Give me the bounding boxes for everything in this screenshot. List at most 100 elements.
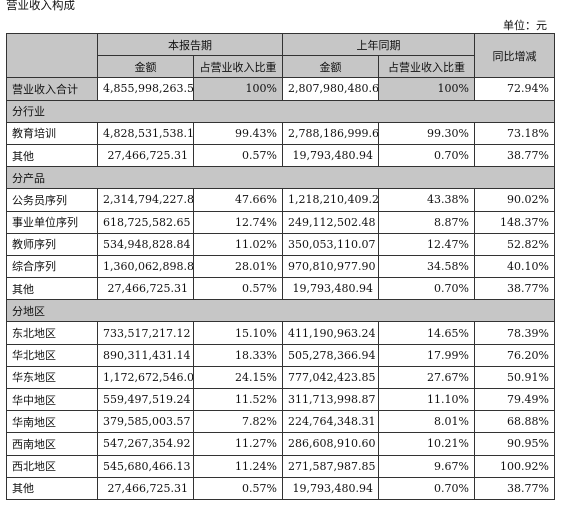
header-row-1: 本报告期 上年同期 同比增减 <box>6 32 555 79</box>
cur-share-cell: 0.57% <box>193 476 283 500</box>
header-cur-amount: 金额 <box>97 55 194 79</box>
header-row-2: 金额 占营业收入比重 金额 占营业收入比重 <box>7 55 555 79</box>
yoy-cell: 38.77% <box>474 277 555 301</box>
total-cur-amount: 4,855,998,263.50 <box>97 77 194 101</box>
row-label: 华东地区 <box>6 365 98 390</box>
yoy-cell: 76.20% <box>474 343 555 367</box>
table-title: 营业收入构成 <box>6 0 75 12</box>
prior-amount-cell: 2,788,186,999.66 <box>282 121 379 145</box>
table-row: 华中地区 559,497,519.24 11.52% 311,713,998.87 11… <box>6 387 555 412</box>
prior-amount-cell: 19,793,480.94 <box>282 143 379 168</box>
cur-share-cell: 18.33% <box>193 343 283 367</box>
prior-amount-cell: 1,218,210,409.21 <box>282 188 379 212</box>
row-label: 公务员序列 <box>6 188 98 212</box>
table-row: 西南地区 547,267,354.92 11.27% 286,608,910.60 10… <box>6 432 555 456</box>
table-row: 其他 27,466,725.31 0.57% 19,793,480.94 0.70% 38… <box>6 277 555 301</box>
cur-amount-cell: 1,360,062,898.84 <box>97 254 194 279</box>
yoy-cell: 40.10% <box>474 254 555 279</box>
table-row: 其他 27,466,725.31 0.57% 19,793,480.94 0.70% 38… <box>6 476 555 500</box>
row-label: 东北地区 <box>6 321 98 345</box>
section-row: 分地区 <box>6 299 555 323</box>
header-current-period: 本报告期 <box>97 32 283 57</box>
cur-amount-cell: 618,725,582.65 <box>97 210 194 234</box>
header-prior-amount: 金额 <box>282 55 379 79</box>
table-row: 教师序列 534,948,828.84 11.02% 350,053,110.07 12… <box>6 232 555 256</box>
cur-amount-cell: 890,311,431.14 <box>97 343 194 367</box>
total-label: 营业收入合计 <box>6 77 98 101</box>
table-row: 事业单位序列 618,725,582.65 12.74% 249,112,502.48… <box>6 210 555 234</box>
prior-share-cell: 12.47% <box>378 232 475 256</box>
prior-amount-cell: 286,608,910.60 <box>282 432 379 456</box>
table-row: 其他 27,466,725.31 0.57% 19,793,480.94 0.70% 38… <box>6 143 555 168</box>
prior-amount-cell: 271,587,987.85 <box>282 454 379 478</box>
row-label: 其他 <box>6 476 98 500</box>
prior-share-cell: 27.67% <box>378 365 475 390</box>
prior-amount-cell: 19,793,480.94 <box>282 476 379 500</box>
table-row: 西北地区 545,680,466.13 11.24% 271,587,987.85 9.… <box>6 454 555 478</box>
prior-share-cell: 17.99% <box>378 343 475 367</box>
cur-amount-cell: 1,172,672,546.07 <box>97 365 194 390</box>
cur-share-cell: 11.52% <box>193 387 283 412</box>
cur-share-cell: 15.10% <box>193 321 283 345</box>
row-label: 西南地区 <box>6 432 98 456</box>
prior-share-cell: 9.67% <box>378 454 475 478</box>
prior-share-cell: 0.70% <box>378 143 475 168</box>
prior-share-cell: 99.30% <box>378 121 475 145</box>
prior-share-cell: 0.70% <box>378 277 475 301</box>
section-label: 分地区 <box>6 299 555 323</box>
cur-share-cell: 11.24% <box>193 454 283 478</box>
prior-share-cell: 14.65% <box>378 321 475 345</box>
cur-amount-cell: 27,466,725.31 <box>97 476 194 500</box>
cur-amount-cell: 4,828,531,538.19 <box>97 121 194 145</box>
prior-share-cell: 0.70% <box>378 476 475 500</box>
table-row: 东北地区 733,517,217.12 15.10% 411,190,963.24 14… <box>6 321 555 345</box>
prior-share-cell: 34.58% <box>378 254 475 279</box>
yoy-cell: 148.37% <box>474 210 555 234</box>
cur-share-cell: 99.43% <box>193 121 283 145</box>
cur-share-cell: 11.02% <box>193 232 283 256</box>
section-label: 分行业 <box>6 99 555 123</box>
yoy-cell: 100.92% <box>474 454 555 478</box>
prior-amount-cell: 19,793,480.94 <box>282 277 379 301</box>
cur-amount-cell: 379,585,003.57 <box>97 410 194 434</box>
cur-amount-cell: 27,466,725.31 <box>97 277 194 301</box>
yoy-cell: 50.91% <box>474 365 555 390</box>
total-cur-share: 100% <box>193 77 283 101</box>
total-prior-share: 100% <box>378 77 475 101</box>
prior-amount-cell: 777,042,423.85 <box>282 365 379 390</box>
yoy-cell: 79.49% <box>474 387 555 412</box>
cur-amount-cell: 27,466,725.31 <box>97 143 194 168</box>
prior-share-cell: 43.38% <box>378 188 475 212</box>
row-label: 华中地区 <box>6 387 98 412</box>
header-yoy: 同比增减 <box>474 32 555 79</box>
yoy-cell: 90.95% <box>474 432 555 456</box>
cur-share-cell: 12.74% <box>193 210 283 234</box>
cur-amount-cell: 2,314,794,227.86 <box>97 188 194 212</box>
header-blank-cell <box>6 32 98 79</box>
prior-amount-cell: 249,112,502.48 <box>282 210 379 234</box>
prior-share-cell: 11.10% <box>378 387 475 412</box>
row-label: 事业单位序列 <box>6 210 98 234</box>
table-row: 教育培训 4,828,531,538.19 99.43% 2,788,186,999.… <box>6 121 555 145</box>
section-label: 分产品 <box>6 166 555 190</box>
table-row: 华南地区 379,585,003.57 7.82% 224,764,348.31 8.0… <box>6 410 555 434</box>
cur-amount-cell: 733,517,217.12 <box>97 321 194 345</box>
cur-share-cell: 28.01% <box>193 254 283 279</box>
cur-amount-cell: 559,497,519.24 <box>97 387 194 412</box>
prior-share-cell: 8.87% <box>378 210 475 234</box>
unit-label: 单位：元 <box>503 19 547 32</box>
table-row: 综合序列 1,360,062,898.84 28.01% 970,810,977.90… <box>6 254 555 279</box>
total-row: 营业收入合计 4,855,998,263.50 100% 2,807,980,4… <box>6 77 555 101</box>
cur-amount-cell: 547,267,354.92 <box>97 432 194 456</box>
table-row: 华北地区 890,311,431.14 18.33% 505,278,366.94 17… <box>6 343 555 367</box>
cur-share-cell: 47.66% <box>193 188 283 212</box>
prior-amount-cell: 350,053,110.07 <box>282 232 379 256</box>
yoy-cell: 78.39% <box>474 321 555 345</box>
revenue-composition-table: 本报告期 上年同期 同比增减 金额 占营业收入比重 金额 占营业收入比重 营业收… <box>6 32 555 500</box>
table-body: 本报告期 上年同期 同比增减 金额 占营业收入比重 金额 占营业收入比重 营业收… <box>6 32 555 500</box>
prior-share-cell: 8.01% <box>378 410 475 434</box>
yoy-cell: 68.88% <box>474 410 555 434</box>
header-prior-share: 占营业收入比重 <box>378 55 475 79</box>
prior-amount-cell: 411,190,963.24 <box>282 321 379 345</box>
row-label: 教育培训 <box>6 121 98 145</box>
